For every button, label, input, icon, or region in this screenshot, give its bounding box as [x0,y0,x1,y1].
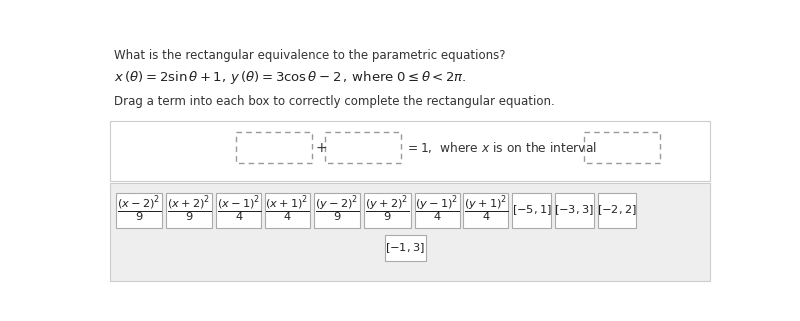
Bar [265,193,310,228]
Bar [386,235,426,261]
Text: $\dfrac{(x-2)^2}{9}$: $\dfrac{(x-2)^2}{9}$ [117,195,161,225]
Text: $[-3, 3]$: $[-3, 3]$ [554,203,594,217]
Bar [364,193,410,228]
Text: $x\,(\theta) = 2\sin\theta + 1,\,y\,(\theta) = 3\cos\theta - 2$$\,,\,\mathrm{whe: $x\,(\theta) = 2\sin\theta + 1,\,y\,(\th… [114,69,466,86]
Text: $\dfrac{(x+2)^2}{9}$: $\dfrac{(x+2)^2}{9}$ [167,195,211,225]
Text: What is the rectangular equivalence to the parametric equations?: What is the rectangular equivalence to t… [114,49,506,62]
Text: $= 1$,  where $x$ is on the interval: $= 1$, where $x$ is on the interval [405,140,597,155]
Bar [463,193,509,228]
Bar [314,193,360,228]
Bar [115,193,162,228]
Bar [512,193,551,228]
Text: $\dfrac{(y+1)^2}{4}$: $\dfrac{(y+1)^2}{4}$ [464,195,508,225]
Bar [166,193,212,228]
Text: $[-1, 3]$: $[-1, 3]$ [386,241,426,255]
Bar [414,193,459,228]
Text: $\dfrac{(y-2)^2}{9}$: $\dfrac{(y-2)^2}{9}$ [315,195,359,225]
Bar [236,133,311,163]
Bar [216,193,261,228]
Bar [598,193,636,228]
Bar [110,183,710,281]
Text: Drag a term into each box to correctly complete the rectangular equation.: Drag a term into each box to correctly c… [114,95,554,108]
Bar [584,133,660,163]
Text: $\dfrac{(y+2)^2}{9}$: $\dfrac{(y+2)^2}{9}$ [366,195,410,225]
Text: +: + [316,141,327,155]
Text: $[-2, 2]$: $[-2, 2]$ [597,203,637,217]
Bar [325,133,401,163]
Text: $\dfrac{(x+1)^2}{4}$: $\dfrac{(x+1)^2}{4}$ [266,195,310,225]
Text: $\dfrac{(y-1)^2}{4}$: $\dfrac{(y-1)^2}{4}$ [415,195,459,225]
Bar [110,121,710,181]
Text: $\dfrac{(x-1)^2}{4}$: $\dfrac{(x-1)^2}{4}$ [217,195,261,225]
Text: $[-5, 1]$: $[-5, 1]$ [512,203,551,217]
Bar [555,193,594,228]
